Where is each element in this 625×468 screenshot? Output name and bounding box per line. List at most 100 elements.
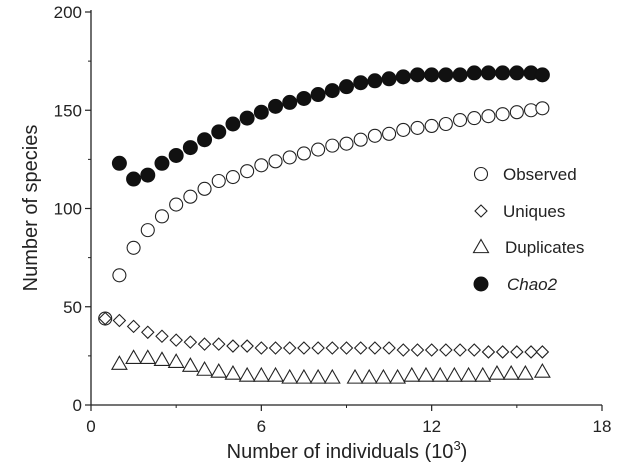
duplicates-point <box>110 355 128 370</box>
observed-point <box>396 122 411 137</box>
observed-point <box>296 146 311 161</box>
observed-point <box>523 103 539 118</box>
tick-labels: 0 50 100 150 200 0 6 12 18 <box>54 3 612 436</box>
observed-point <box>268 154 283 169</box>
duplicates-point <box>167 353 185 368</box>
duplicates-point <box>389 368 407 384</box>
legend-label-uniques: Uniques <box>503 202 565 221</box>
duplicates-point <box>323 368 341 384</box>
legend-marker-uniques <box>474 204 488 218</box>
uniques-point <box>311 341 325 355</box>
duplicates-point <box>153 351 171 366</box>
duplicates-point <box>346 368 364 384</box>
duplicates-point <box>238 366 256 382</box>
chao2-point <box>282 94 298 110</box>
uniques-point <box>98 311 112 326</box>
uniques-point <box>453 343 467 357</box>
x-axis-title: Number of individuals (103) <box>227 438 468 463</box>
duplicates-point <box>281 368 299 384</box>
chao2-point <box>424 67 440 83</box>
uniques-point <box>140 325 155 340</box>
y-tick-label: 150 <box>54 101 82 120</box>
uniques-point <box>510 345 524 359</box>
chao2-point <box>438 67 454 83</box>
observed-point <box>353 132 368 147</box>
observed-point <box>197 181 212 196</box>
series-layer <box>98 65 551 384</box>
uniques-point <box>297 341 311 355</box>
chao2-point <box>381 71 397 87</box>
chao2-point <box>534 67 550 83</box>
observed-point <box>325 138 340 153</box>
duplicates-point <box>125 349 143 365</box>
y-tick-label: 50 <box>63 298 82 317</box>
uniques-point <box>240 339 254 353</box>
duplicates-point <box>181 357 199 372</box>
observed-point <box>311 142 326 157</box>
x-tick-label: 18 <box>593 417 612 436</box>
chao2-point <box>268 98 284 114</box>
observed-point <box>424 118 439 134</box>
uniques-point <box>339 341 354 355</box>
y-tick-label: 0 <box>73 396 82 415</box>
legend: Observed Uniques Duplicates Chao2 <box>472 165 584 294</box>
uniques-point <box>254 341 269 355</box>
chao2-point <box>239 110 255 126</box>
duplicates-point <box>224 364 242 380</box>
duplicates-point <box>417 366 435 382</box>
uniques-point <box>268 341 283 355</box>
observed-point <box>112 268 127 283</box>
chao2-point <box>466 65 482 81</box>
chao2-point <box>296 90 312 106</box>
duplicates-point <box>488 364 506 380</box>
series-duplicates <box>110 349 551 384</box>
duplicates-point <box>309 368 327 384</box>
duplicates-point <box>360 368 378 384</box>
observed-point <box>126 240 141 255</box>
observed-point <box>453 113 468 128</box>
observed-point <box>410 120 425 135</box>
y-tick-label: 200 <box>54 3 82 22</box>
uniques-point <box>183 335 198 349</box>
chao2-point <box>395 69 411 85</box>
legend-marker-duplicates <box>472 238 490 254</box>
uniques-point <box>368 341 382 355</box>
chao2-point <box>495 65 511 81</box>
observed-point <box>240 164 255 179</box>
chao2-point <box>310 87 326 103</box>
uniques-point <box>197 337 212 351</box>
uniques-point <box>353 341 368 355</box>
observed-point <box>225 170 240 185</box>
chao2-point <box>126 171 142 187</box>
chao2-point <box>154 155 170 171</box>
ticks <box>85 11 603 411</box>
observed-point <box>382 126 397 141</box>
uniques-point <box>524 345 538 359</box>
duplicates-point <box>196 361 214 376</box>
legend-label-duplicates: Duplicates <box>505 238 584 257</box>
uniques-point <box>396 343 411 357</box>
x-axis-title-suffix: ) <box>461 441 468 463</box>
legend-label-chao2: Chao2 <box>507 275 558 294</box>
duplicates-point <box>445 366 463 382</box>
duplicates-point <box>460 366 478 382</box>
x-axis-title-superscript: 3 <box>453 438 460 453</box>
duplicates-point <box>502 364 520 380</box>
y-tick-label: 100 <box>54 200 82 219</box>
uniques-point <box>126 319 141 334</box>
uniques-point <box>481 345 496 359</box>
chao2-point <box>140 167 156 183</box>
legend-marker-observed <box>473 166 489 182</box>
duplicates-point <box>295 368 313 384</box>
chao2-point <box>339 79 354 95</box>
observed-point <box>154 209 170 224</box>
uniques-point <box>495 345 510 359</box>
uniques-point <box>325 341 340 355</box>
legend-label-observed: Observed <box>503 165 577 184</box>
chao2-point <box>253 104 269 120</box>
chao2-point <box>168 147 184 163</box>
duplicates-point <box>139 349 157 365</box>
observed-point <box>339 136 354 151</box>
duplicates-point <box>210 362 228 378</box>
